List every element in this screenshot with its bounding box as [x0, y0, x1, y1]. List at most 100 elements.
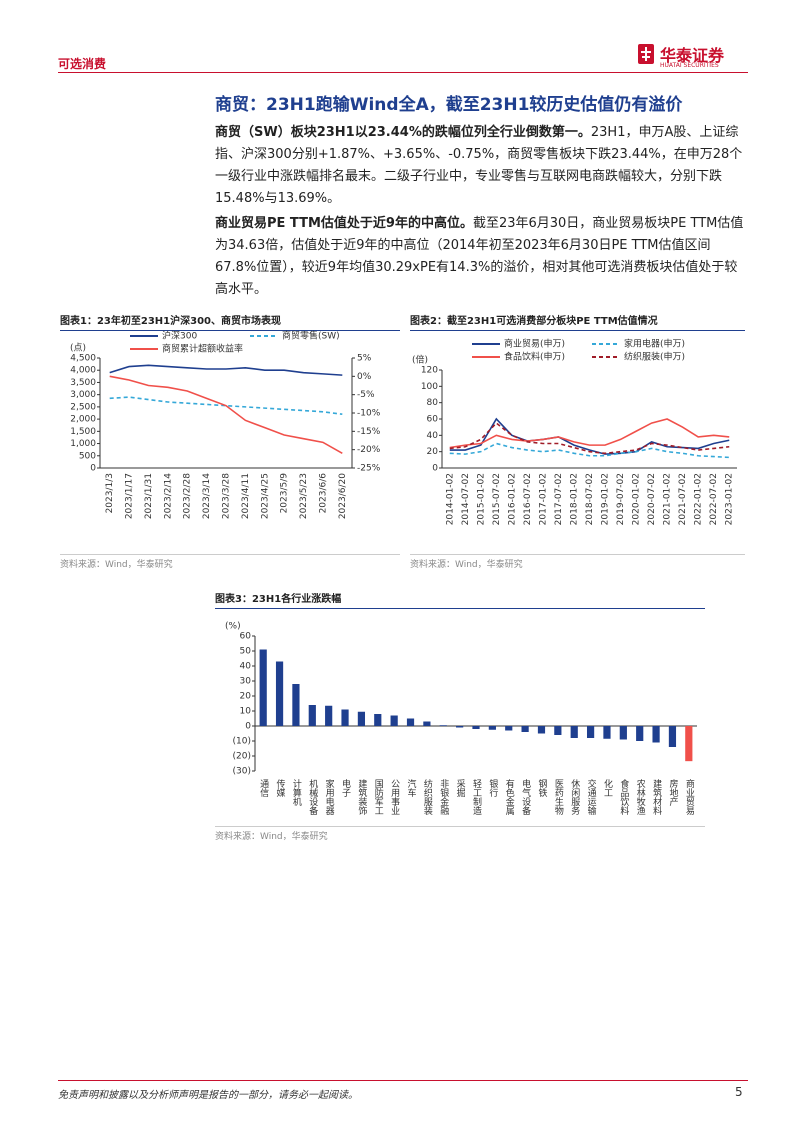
- x-tick-label: 休闲服务: [569, 778, 580, 816]
- x-tick-label: 2023/1/3: [105, 473, 115, 513]
- y-tick-label: 4,000: [70, 366, 96, 376]
- bar: [537, 726, 546, 734]
- bar: [406, 718, 415, 726]
- y-tick-label: 40: [427, 431, 439, 441]
- x-tick-label: 计算机: [291, 778, 302, 807]
- y-axis-label: (%): [225, 622, 241, 632]
- y-tick-label: 2,000: [70, 415, 96, 425]
- bar: [357, 711, 366, 726]
- x-tick-label: 2017-01-02: [538, 473, 548, 525]
- figure-title: 图表2：截至23H1可选消费部分板块PE TTM估值情况: [410, 312, 745, 331]
- x-tick-label: 2019-01-02: [601, 473, 611, 525]
- bar: [325, 705, 333, 726]
- x-tick-label: 房地产: [667, 778, 678, 807]
- x-tick-label: 采掘: [455, 779, 466, 798]
- x-tick-label: 2020-07-02: [647, 473, 657, 525]
- y-tick-label: 500: [79, 451, 96, 461]
- x-tick-label: 2023/3/28: [222, 473, 232, 519]
- x-tick-label: 交通运输: [586, 778, 597, 816]
- lead: 商业贸易PE TTM估值处于近9年的中高位。: [215, 216, 473, 231]
- x-tick-label: 电气设备: [520, 778, 531, 815]
- x-tick-label: 传媒: [275, 778, 286, 798]
- y2-tick-label: 5%: [357, 354, 372, 364]
- x-tick-label: 2015-07-02: [492, 473, 502, 525]
- bar: [619, 726, 627, 740]
- bar: [374, 714, 382, 726]
- y-tick-label: 1,000: [70, 439, 96, 449]
- y2-tick-label: -25%: [357, 464, 381, 474]
- bar: [439, 725, 447, 726]
- bar: [636, 726, 644, 741]
- bar: [308, 705, 316, 726]
- x-tick-label: 钢铁: [536, 778, 547, 798]
- bar: [341, 709, 349, 726]
- bar: [505, 726, 513, 731]
- series-line: [109, 375, 343, 455]
- y-tick-label: 20: [427, 447, 439, 457]
- x-tick-label: 2018-07-02: [585, 473, 595, 525]
- y-tick-label: 40: [240, 662, 252, 672]
- bar: [472, 726, 480, 729]
- bar: [292, 684, 300, 726]
- logo-cn: 华泰证券: [660, 46, 725, 65]
- header-rule: [58, 72, 748, 73]
- x-tick-label: 2023/4/25: [260, 473, 270, 519]
- figure-title: 图表3：23H1各行业涨跌幅: [215, 590, 705, 609]
- legend-label: 商贸零售(SW): [282, 330, 340, 342]
- chart: (倍) 0 20 40 60 80 100 120 2014-01-02 2014-07-02 20…: [412, 338, 737, 525]
- legend-label: 沪深300: [162, 330, 197, 342]
- x-tick-label: 2023/5/9: [280, 473, 290, 514]
- y-tick-label: 2,500: [70, 402, 96, 412]
- figure-title: 图表1：23年初至23H1沪深300、商贸市场表现: [60, 312, 400, 331]
- x-tick-label: 公用事业: [389, 779, 400, 815]
- series-line: [449, 417, 730, 455]
- bar: [554, 726, 562, 735]
- x-tick-label: 化工: [602, 778, 613, 797]
- x-tick-label: 机械设备: [307, 778, 318, 815]
- x-tick-label: 建筑装饰: [356, 778, 367, 816]
- y-tick-label: 3,000: [70, 390, 96, 400]
- y-tick-label: 20: [240, 692, 252, 702]
- series-line: [449, 422, 730, 455]
- x-tick-label: 2018-01-02: [569, 473, 579, 525]
- y-tick-label: 0: [245, 722, 251, 732]
- y-tick-label: 60: [427, 415, 439, 425]
- y-tick-label: 0: [90, 464, 96, 474]
- y-tick-label: (10): [233, 737, 251, 747]
- series-line: [449, 442, 730, 459]
- y-tick-label: 1,500: [70, 427, 96, 437]
- x-tick-label: 2023/6/20: [338, 473, 348, 519]
- x-tick-label: 非银金融: [438, 778, 449, 816]
- y-tick-label: 10: [240, 707, 252, 717]
- x-tick-label: 2022-01-02: [694, 473, 704, 525]
- x-tick-label: 2021-01-02: [663, 473, 673, 525]
- x-tick-label: 农林牧渔: [635, 778, 646, 815]
- para: 商贸（SW）板块23H1以23.44%的跌幅位列全行业倒数第一。23H1，申万A…: [215, 122, 745, 210]
- x-tick-label: 2015-01-02: [476, 473, 486, 525]
- text: 截至23年6月30日，商业贸易板块PE TTM估值为34.63倍，估值处于近9年…: [215, 216, 744, 297]
- y-tick-label: 80: [427, 398, 439, 408]
- x-tick-label: 2017-07-02: [554, 473, 564, 525]
- page-number: 5: [735, 1085, 743, 1099]
- y-axis-label: (倍): [412, 354, 428, 366]
- y-tick-label: 60: [240, 632, 252, 642]
- series-line: [109, 396, 343, 416]
- x-tick-label: 2014-01-02: [445, 473, 455, 525]
- x-tick-label: 2023/5/23: [299, 473, 309, 519]
- legend-label: 商贸累计超额收益率: [162, 343, 243, 355]
- x-tick-label: 2023/3/14: [202, 473, 212, 519]
- logo-icon: [638, 44, 654, 64]
- bar: [668, 726, 677, 747]
- bar: [456, 726, 464, 728]
- x-tick-label: 2023-01-02: [725, 473, 735, 525]
- y-tick-label: 0: [432, 464, 438, 474]
- x-tick-label: 2016-07-02: [523, 473, 533, 525]
- bar: [423, 721, 431, 726]
- series-line: [449, 418, 730, 449]
- legend-label: 商业贸易(申万): [504, 338, 565, 350]
- x-tick-label: 2021-07-02: [678, 473, 688, 525]
- source: 资料来源：Wind，华泰研究: [410, 554, 745, 570]
- x-tick-label: 有色金属: [504, 778, 514, 816]
- y-tick-label: 50: [240, 647, 252, 657]
